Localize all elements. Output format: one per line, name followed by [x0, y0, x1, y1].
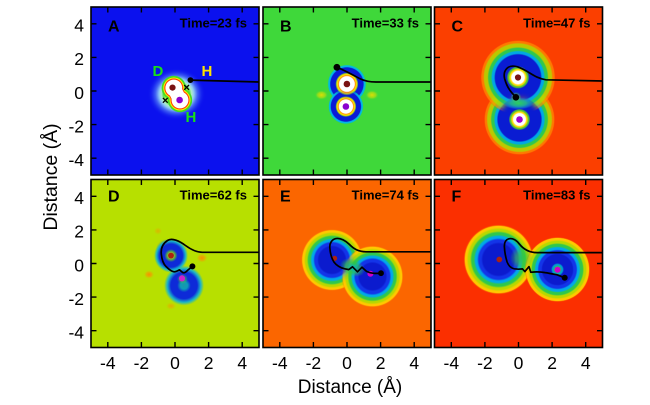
svg-text:Time=47 fs: Time=47 fs [523, 16, 590, 31]
svg-text:Time=74 fs: Time=74 fs [352, 188, 419, 203]
svg-text:0: 0 [170, 353, 180, 373]
svg-text:F: F [452, 189, 462, 206]
svg-text:2: 2 [376, 353, 386, 373]
svg-text:-2: -2 [134, 353, 150, 373]
svg-text:D: D [108, 189, 120, 206]
svg-text:4: 4 [237, 353, 247, 373]
svg-text:0: 0 [514, 353, 524, 373]
svg-text:H: H [202, 63, 213, 80]
svg-text:Time=23 fs: Time=23 fs [180, 16, 247, 31]
svg-text:B: B [280, 19, 292, 36]
svg-text:0: 0 [74, 255, 84, 275]
svg-text:2: 2 [204, 353, 214, 373]
svg-text:A: A [108, 19, 120, 36]
svg-text:0: 0 [342, 353, 352, 373]
svg-text:Time=33 fs: Time=33 fs [352, 16, 419, 31]
svg-text:0: 0 [74, 83, 84, 103]
svg-text:-2: -2 [477, 353, 493, 373]
svg-text:2: 2 [547, 353, 557, 373]
svg-text:D: D [153, 63, 164, 80]
svg-text:Time=62 fs: Time=62 fs [180, 188, 247, 203]
svg-text:Distance (Å): Distance (Å) [39, 123, 62, 230]
svg-text:H: H [186, 109, 197, 126]
svg-text:-2: -2 [306, 353, 322, 373]
svg-text:-2: -2 [68, 116, 84, 136]
svg-text:4: 4 [74, 188, 84, 208]
svg-text:-2: -2 [68, 289, 84, 309]
svg-text:-4: -4 [68, 323, 84, 343]
svg-text:2: 2 [74, 222, 84, 242]
svg-text:4: 4 [74, 16, 84, 36]
svg-text:-4: -4 [68, 150, 84, 170]
svg-text:-4: -4 [272, 353, 288, 373]
svg-text:4: 4 [581, 353, 591, 373]
svg-text:E: E [280, 189, 291, 206]
svg-text:2: 2 [74, 49, 84, 69]
svg-text:-4: -4 [100, 353, 116, 373]
svg-text:C: C [452, 19, 464, 36]
svg-text:4: 4 [409, 353, 419, 373]
svg-text:-4: -4 [444, 353, 460, 373]
svg-text:Distance (Å): Distance (Å) [298, 377, 403, 398]
svg-text:Time=83 fs: Time=83 fs [523, 188, 590, 203]
